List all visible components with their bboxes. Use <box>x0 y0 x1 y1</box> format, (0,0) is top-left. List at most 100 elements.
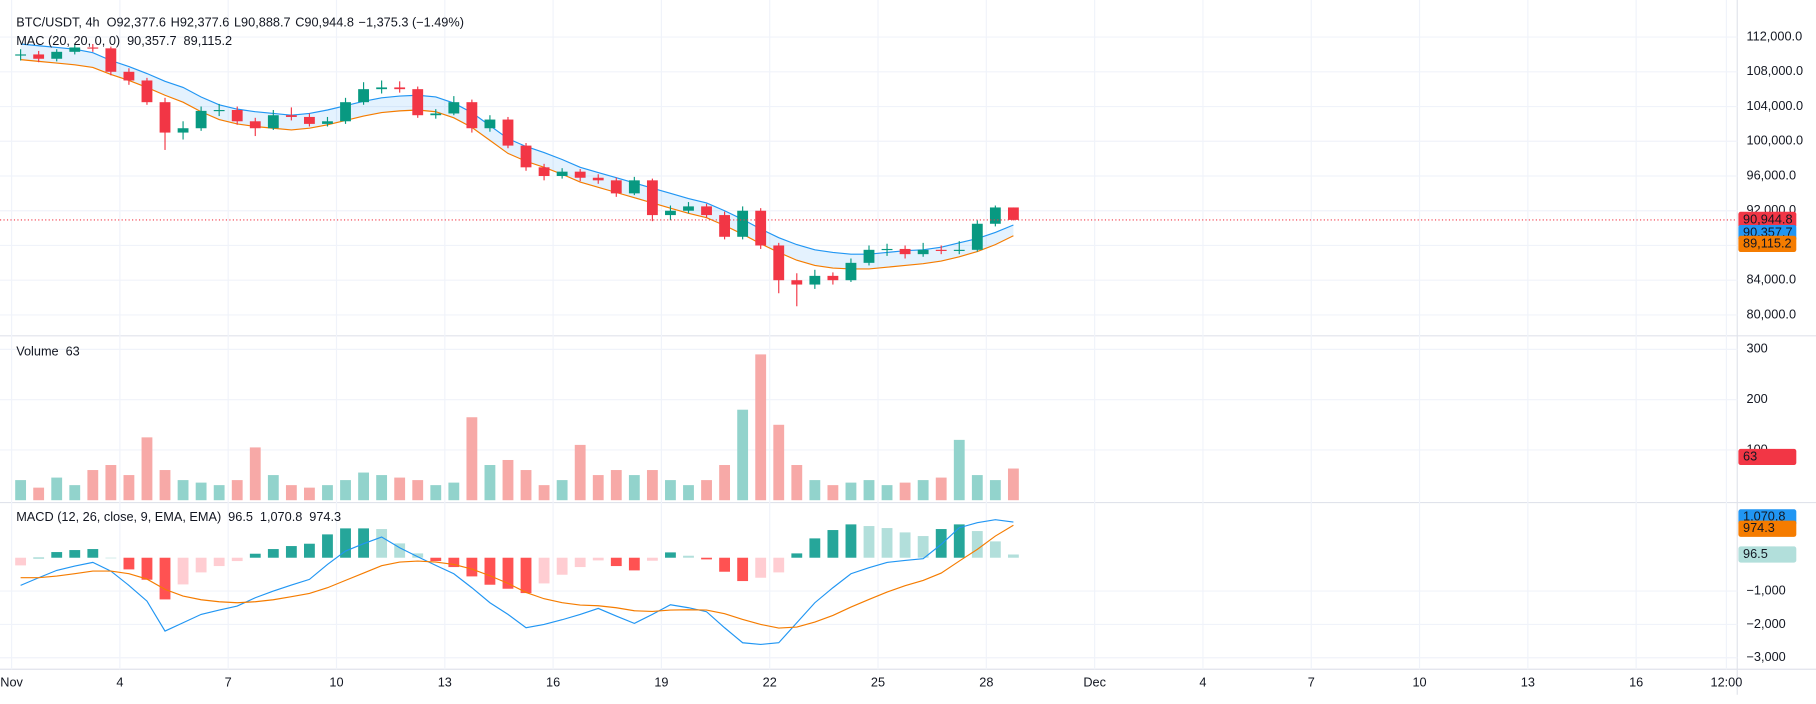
macd-histogram-bar <box>917 536 929 558</box>
x-tick-label: 12:00 <box>1710 675 1742 690</box>
candle-body <box>574 171 586 178</box>
candle-body <box>827 275 839 281</box>
volume-bar <box>358 472 369 501</box>
macd-histogram-bar <box>610 557 622 567</box>
macd-line <box>20 519 1014 646</box>
volume-bar <box>863 480 875 501</box>
candle-body <box>340 102 351 122</box>
x-tick-label: 7 <box>225 675 232 690</box>
candle-body <box>683 206 694 211</box>
volume-last-box <box>1738 448 1797 466</box>
macd-histogram-bar <box>755 557 767 578</box>
candle-body <box>899 248 911 255</box>
macd-histogram-bar <box>665 552 676 558</box>
mac-legend-name: MAC (20, 20, 0, 0) <box>16 33 120 48</box>
candle-body <box>520 145 532 168</box>
x-tick-label: 7 <box>1308 675 1315 690</box>
y-tick-label: 100,000.0 <box>1747 133 1804 148</box>
volume-last-label: 63 <box>1743 448 1757 463</box>
candle-body <box>249 121 261 129</box>
macd-histogram-bar <box>719 557 731 572</box>
volume-bar <box>412 480 424 501</box>
x-tick-label: Nov <box>0 675 23 690</box>
mac-upper-label: 90,357.7 <box>1743 224 1793 239</box>
candle-body <box>394 87 406 90</box>
macd-last-label: 1,070.8 <box>1743 509 1785 524</box>
candle-body <box>285 115 297 117</box>
signal-last-box <box>1738 520 1797 537</box>
ohlc-key: H <box>171 15 180 30</box>
ohlc-key: O <box>107 15 117 30</box>
volume-bar <box>123 475 135 501</box>
macd-histogram-bar <box>231 557 243 562</box>
candle-body <box>791 280 803 285</box>
macd-histogram-bar <box>628 557 640 571</box>
candle-body <box>87 47 99 49</box>
candle-body <box>935 249 947 251</box>
x-tick-label: 10 <box>329 675 343 690</box>
volume-legend-value: 63 <box>66 343 80 358</box>
ohlc-value: 92,377.6 <box>116 15 166 30</box>
macd-histogram-bar <box>141 557 153 580</box>
candle-body <box>412 89 424 116</box>
volume-legend-name: Volume <box>16 343 58 358</box>
volume-bar <box>646 470 658 501</box>
macd-histogram-bar <box>159 557 171 600</box>
volume-bar <box>628 475 640 501</box>
volume-bar <box>610 470 622 501</box>
y-tick-label: 300 <box>1747 341 1768 356</box>
macd-histogram-bar <box>484 557 496 585</box>
last-price-label: 90,944.8 <box>1743 211 1793 226</box>
volume-bar <box>755 354 767 501</box>
macd-histogram-bar <box>538 557 550 584</box>
mac-band <box>20 44 1014 269</box>
candle-body <box>448 102 460 114</box>
macd-histogram-bar <box>737 557 749 582</box>
ohlc-value: 90,944.8 <box>304 15 354 30</box>
volume-bar <box>1007 468 1019 501</box>
volume-bar <box>665 480 676 501</box>
y-tick-label: −2,000 <box>1747 616 1786 631</box>
volume-bar <box>502 459 514 501</box>
candle-body <box>917 249 929 255</box>
candle-body <box>466 102 478 129</box>
volume-bar <box>881 485 893 501</box>
volume-bar <box>340 480 351 501</box>
volume-bar <box>899 482 911 501</box>
macd-legend-macd: 1,070.8 <box>260 509 302 524</box>
macd-histogram-bar <box>15 557 27 566</box>
x-tick-label: 19 <box>654 675 668 690</box>
macd-histogram-bar <box>448 557 460 568</box>
macd-legend-signal: 974.3 <box>309 509 341 524</box>
candle-body <box>322 121 333 124</box>
grid <box>0 0 1738 670</box>
volume-bar <box>466 417 478 501</box>
volume-bar <box>213 485 225 501</box>
candle-body <box>51 51 63 59</box>
ohlc-key: C <box>295 15 304 30</box>
x-tick-label: 13 <box>438 675 452 690</box>
candle-body <box>484 119 496 129</box>
y-tick-label: 104,000.0 <box>1747 98 1804 113</box>
candle-body <box>123 71 135 81</box>
candle-body <box>1007 207 1019 220</box>
macd-legend-name: MACD (12, 26, close, 9, EMA, EMA) <box>16 509 221 524</box>
macd-histogram-bar <box>412 553 424 558</box>
volume-bar <box>394 477 406 501</box>
volume-bar <box>15 480 27 501</box>
volume-bar <box>304 487 315 501</box>
macd-histogram-bar <box>285 546 297 558</box>
candle-body <box>231 110 243 122</box>
candle-body <box>267 115 279 129</box>
volume-bar <box>69 485 81 501</box>
volume-bar <box>556 480 568 501</box>
candle-body <box>213 110 225 112</box>
macd-histogram-bar <box>574 557 586 568</box>
candle-body <box>646 180 658 216</box>
macd-legend-hist: 96.5 <box>228 509 253 524</box>
volume-bar <box>574 444 586 501</box>
candle-body <box>105 48 117 72</box>
candle-body <box>141 80 153 103</box>
mac-legend-lower: 89,115.2 <box>184 33 233 48</box>
